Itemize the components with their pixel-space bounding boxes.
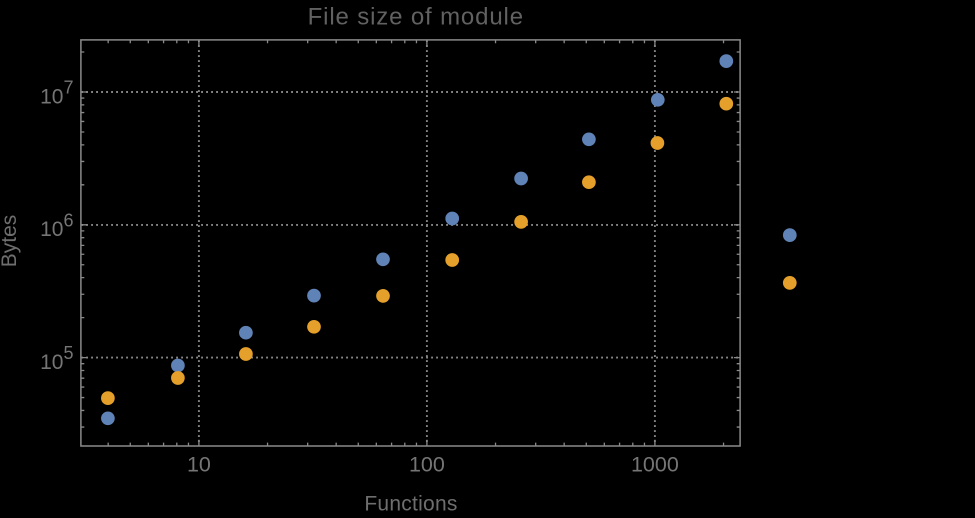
svg-text:1000: 1000	[631, 453, 679, 477]
svg-text:100: 100	[409, 453, 445, 477]
svg-text:Bytes: Bytes	[0, 215, 21, 268]
svg-text:Functions: Functions	[364, 493, 457, 514]
svg-text:10: 10	[187, 453, 211, 477]
svg-text:File size of module: File size of module	[308, 4, 524, 31]
